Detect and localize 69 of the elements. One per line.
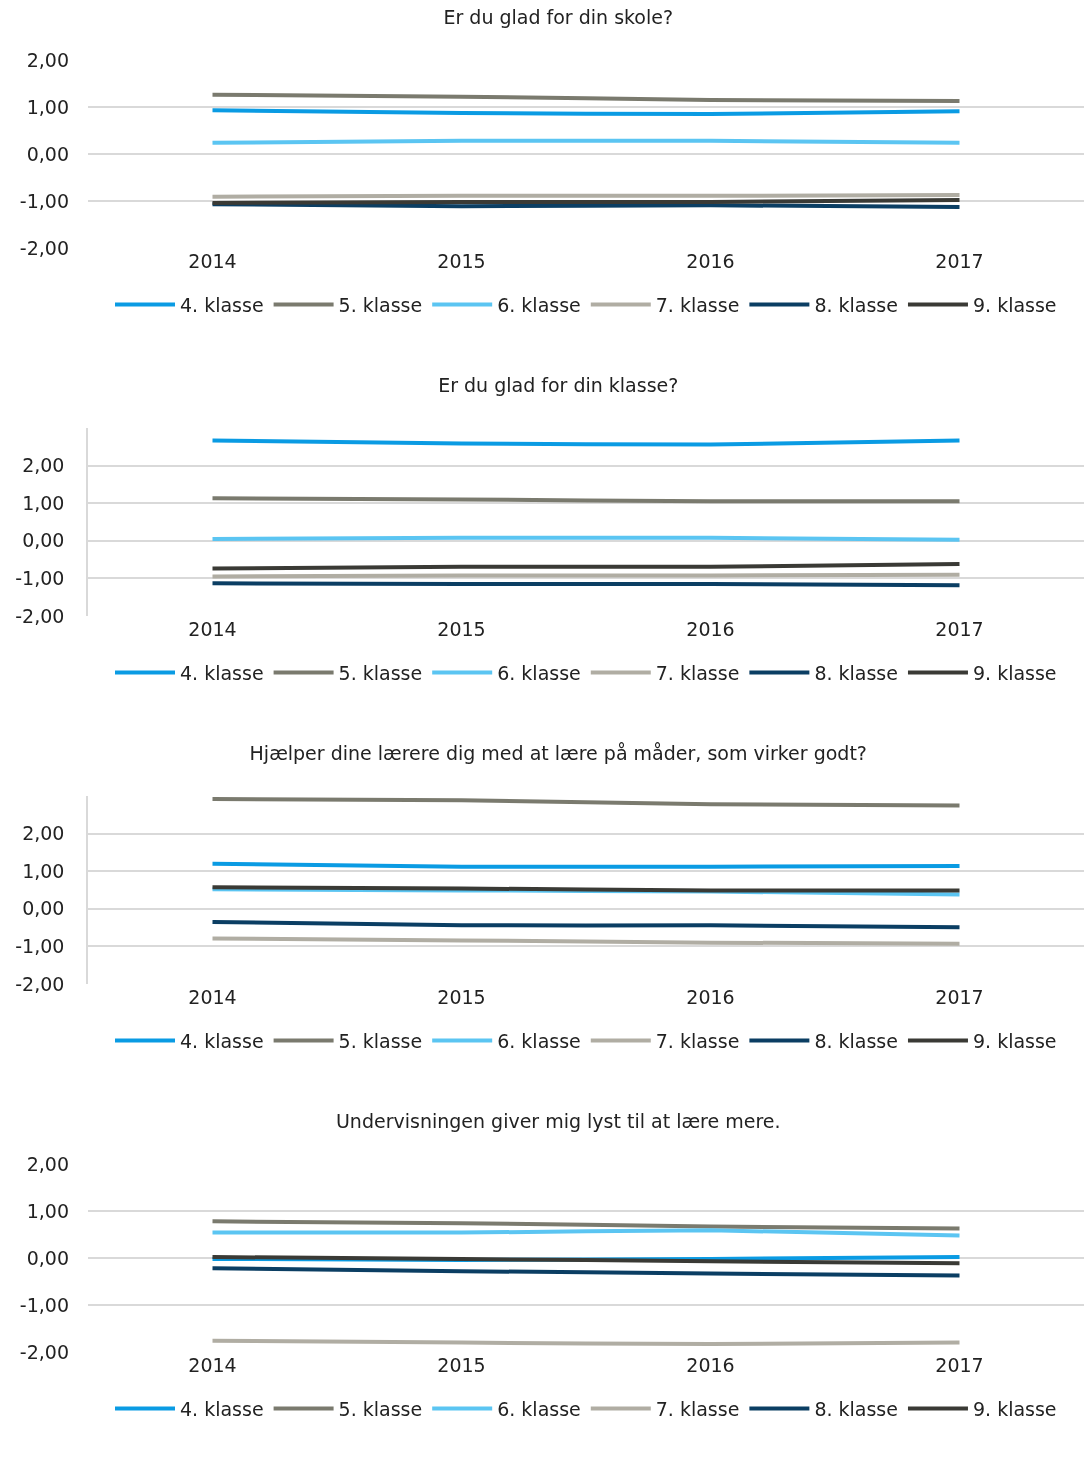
x-tick-label: 2014 [188, 986, 237, 1008]
legend-label: 4. klasse [180, 1397, 264, 1420]
x-tick-label: 2014 [188, 1354, 237, 1376]
legend-label: 4. klasse [180, 1029, 264, 1052]
x-tick-label: 2015 [437, 1354, 486, 1376]
y-tick-label: -2,00 [15, 604, 65, 627]
legend-label: 6. klasse [497, 1029, 581, 1052]
y-tick-label: 2,00 [26, 48, 69, 71]
legend-label: 4. klasse [180, 661, 264, 684]
legend-label: 7. klasse [655, 1397, 740, 1420]
y-tick-label: 2,00 [26, 1152, 69, 1175]
y-tick-label: 2,00 [22, 454, 65, 477]
x-tick-label: 2017 [935, 986, 984, 1008]
legend-label: 7. klasse [655, 661, 740, 684]
x-tick-label: 2016 [686, 1354, 735, 1376]
x-tick-label: 2016 [686, 986, 735, 1008]
legend-label: 9. klasse [972, 1397, 1057, 1420]
chart-title: Er du glad for din klasse? [438, 374, 679, 397]
y-tick-label: -1,00 [15, 567, 65, 590]
y-tick-label: 0,00 [26, 1246, 69, 1269]
x-tick-label: 2016 [686, 250, 735, 272]
y-tick-label: 1,00 [22, 491, 65, 514]
legend-label: 5. klasse [338, 1397, 423, 1420]
legend-label: 5. klasse [338, 1029, 423, 1052]
chart-title: Hjælper dine lærere dig med at lære på måder, som virker godt? [249, 742, 867, 765]
x-tick-label: 2017 [935, 1354, 984, 1376]
legend-label: 7. klasse [655, 1029, 740, 1052]
chart-title: Er du glad for din skole? [443, 6, 674, 29]
legend-label: 5. klasse [338, 293, 423, 316]
legend-label: 7. klasse [655, 293, 740, 316]
y-tick-label: -1,00 [19, 1293, 69, 1316]
legend-label: 9. klasse [972, 1029, 1057, 1052]
y-tick-label: -1,00 [19, 189, 69, 212]
x-tick-label: 2015 [437, 986, 486, 1008]
x-tick-label: 2016 [686, 618, 735, 640]
x-tick-label: 2014 [188, 250, 237, 272]
y-tick-label: 2,00 [22, 822, 65, 845]
y-tick-label: 1,00 [26, 95, 69, 118]
y-tick-label: -1,00 [15, 935, 65, 958]
legend-label: 6. klasse [497, 293, 581, 316]
legend-label: 6. klasse [497, 1397, 581, 1420]
legend-label: 4. klasse [180, 293, 264, 316]
line-series [210, 1219, 962, 1231]
y-tick-label: -2,00 [19, 236, 69, 259]
line-series [210, 1266, 962, 1278]
line-series [210, 92, 962, 103]
legend-label: 9. klasse [972, 293, 1057, 316]
legend-label: 8. klasse [814, 1029, 898, 1052]
legend-label: 8. klasse [814, 293, 898, 316]
legend-label: 8. klasse [814, 661, 898, 684]
legend-label: 9. klasse [972, 661, 1057, 684]
y-tick-label: -2,00 [19, 1340, 69, 1363]
y-tick-label: 0,00 [22, 529, 65, 552]
y-tick-label: 0,00 [26, 142, 69, 165]
y-tick-label: -2,00 [15, 972, 65, 995]
x-tick-label: 2015 [437, 250, 486, 272]
x-tick-label: 2017 [935, 618, 984, 640]
x-tick-label: 2017 [935, 250, 984, 272]
chart-title: Undervisningen giver mig lyst til at lære mere. [335, 1110, 781, 1133]
legend-label: 6. klasse [497, 661, 581, 684]
y-tick-label: 1,00 [26, 1199, 69, 1222]
line-series [210, 1255, 962, 1266]
y-tick-label: 1,00 [22, 859, 65, 882]
legend-label: 8. klasse [814, 1397, 898, 1420]
y-tick-label: 0,00 [22, 897, 65, 920]
x-tick-label: 2014 [188, 618, 237, 640]
legend-label: 5. klasse [338, 661, 423, 684]
x-tick-label: 2015 [437, 618, 486, 640]
line-series [210, 797, 962, 808]
